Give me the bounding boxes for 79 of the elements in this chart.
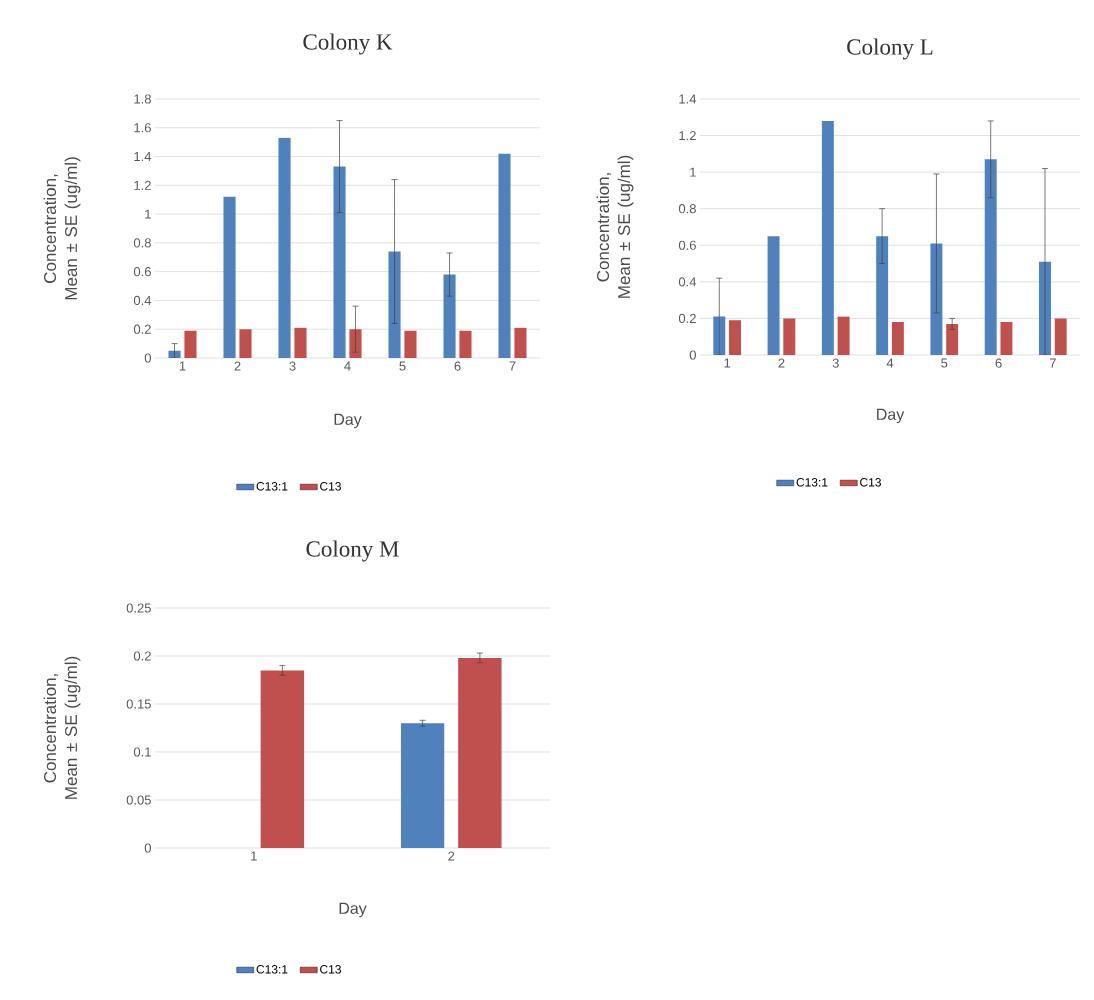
bar xyxy=(498,153,511,358)
legend-label: C13 xyxy=(320,965,341,974)
x-tick-label: 7 xyxy=(1049,358,1056,368)
y-tick-label: 1 xyxy=(145,209,151,219)
chart-title: Colony M xyxy=(306,540,399,562)
bar xyxy=(837,316,850,355)
x-axis-title: Day xyxy=(339,902,367,918)
y-tick-label: 0 xyxy=(144,843,151,853)
x-tick-label: 4 xyxy=(886,358,894,368)
bar xyxy=(876,236,889,355)
y-tick-label: 1.2 xyxy=(679,131,696,141)
x-tick-label: 5 xyxy=(399,361,406,371)
x-axis-title: Day xyxy=(334,413,362,429)
bar xyxy=(260,670,305,848)
x-tick-label: 1 xyxy=(724,358,731,368)
y-tick-label: 0.6 xyxy=(678,240,696,250)
y-tick-label: 0.8 xyxy=(133,238,151,248)
y-tick-label: 1.4 xyxy=(679,94,697,104)
bar xyxy=(184,330,197,358)
y-axis-title: Concentration, Mean ± SE (ug/ml) xyxy=(43,157,81,300)
bar xyxy=(1054,318,1067,355)
bar xyxy=(239,329,252,358)
y-tick-label: 0.2 xyxy=(678,313,696,324)
x-tick-label: 5 xyxy=(941,358,948,368)
y-tick-label: 1.6 xyxy=(134,123,151,133)
x-tick-label: 1 xyxy=(179,361,186,371)
bar xyxy=(443,274,456,358)
y-tick-label: 0.2 xyxy=(133,324,151,334)
bar xyxy=(821,120,834,355)
y-tick-label: 0.15 xyxy=(126,699,151,709)
bar xyxy=(278,137,291,358)
x-tick-label: 2 xyxy=(448,851,455,861)
y-tick-label: 0.4 xyxy=(133,295,152,306)
x-tick-label: 6 xyxy=(454,361,461,371)
y-tick-label: 0.8 xyxy=(678,204,696,214)
x-tick-label: 3 xyxy=(289,361,296,371)
bar xyxy=(946,323,959,355)
y-tick-label: 1.2 xyxy=(134,180,151,190)
bar xyxy=(223,196,236,358)
bar xyxy=(458,657,502,848)
y-tick-label: 0.05 xyxy=(126,795,151,805)
chart-title: Colony K xyxy=(303,33,393,55)
legend-label: C13 xyxy=(320,482,341,491)
y-tick-label: 0.2 xyxy=(133,651,151,661)
bar xyxy=(729,320,741,355)
x-tick-label: 2 xyxy=(234,361,241,371)
bar xyxy=(1000,322,1013,355)
y-tick-label: 0.4 xyxy=(678,277,697,287)
legend-label: C13 xyxy=(860,478,881,487)
bar xyxy=(333,166,346,358)
y-tick-label: 1.4 xyxy=(134,152,152,162)
bar xyxy=(767,236,780,355)
chart-title: Colony L xyxy=(847,38,933,60)
x-tick-label: 4 xyxy=(344,361,351,371)
bar xyxy=(294,327,307,358)
legend-label: C13:1 xyxy=(256,965,288,974)
y-tick-label: 0.6 xyxy=(133,267,151,277)
bar xyxy=(404,330,417,358)
y-tick-label: 1.8 xyxy=(134,94,151,104)
y-tick-label: 0 xyxy=(144,353,151,363)
y-tick-label: 0.25 xyxy=(126,603,151,613)
legend-label: C13:1 xyxy=(796,478,828,487)
bar xyxy=(514,327,527,358)
y-tick-label: 1 xyxy=(690,167,696,177)
bar xyxy=(891,322,904,355)
x-tick-label: 3 xyxy=(832,358,839,368)
bar xyxy=(783,318,796,355)
x-tick-label: 2 xyxy=(778,358,785,368)
legend-label: C13:1 xyxy=(256,482,288,491)
bar xyxy=(984,159,997,355)
y-tick-label: 0.1 xyxy=(133,747,151,757)
bar xyxy=(400,723,445,848)
x-axis-title: Day xyxy=(877,408,905,424)
y-axis-title: Concentration, Mean ± SE (ug/ml) xyxy=(43,656,81,799)
y-axis-title: Concentration, Mean ± SE (ug/ml) xyxy=(596,155,634,298)
y-tick-label: 0 xyxy=(689,350,696,360)
bar xyxy=(459,330,472,358)
x-tick-label: 6 xyxy=(995,358,1002,368)
x-tick-label: 7 xyxy=(509,361,516,371)
